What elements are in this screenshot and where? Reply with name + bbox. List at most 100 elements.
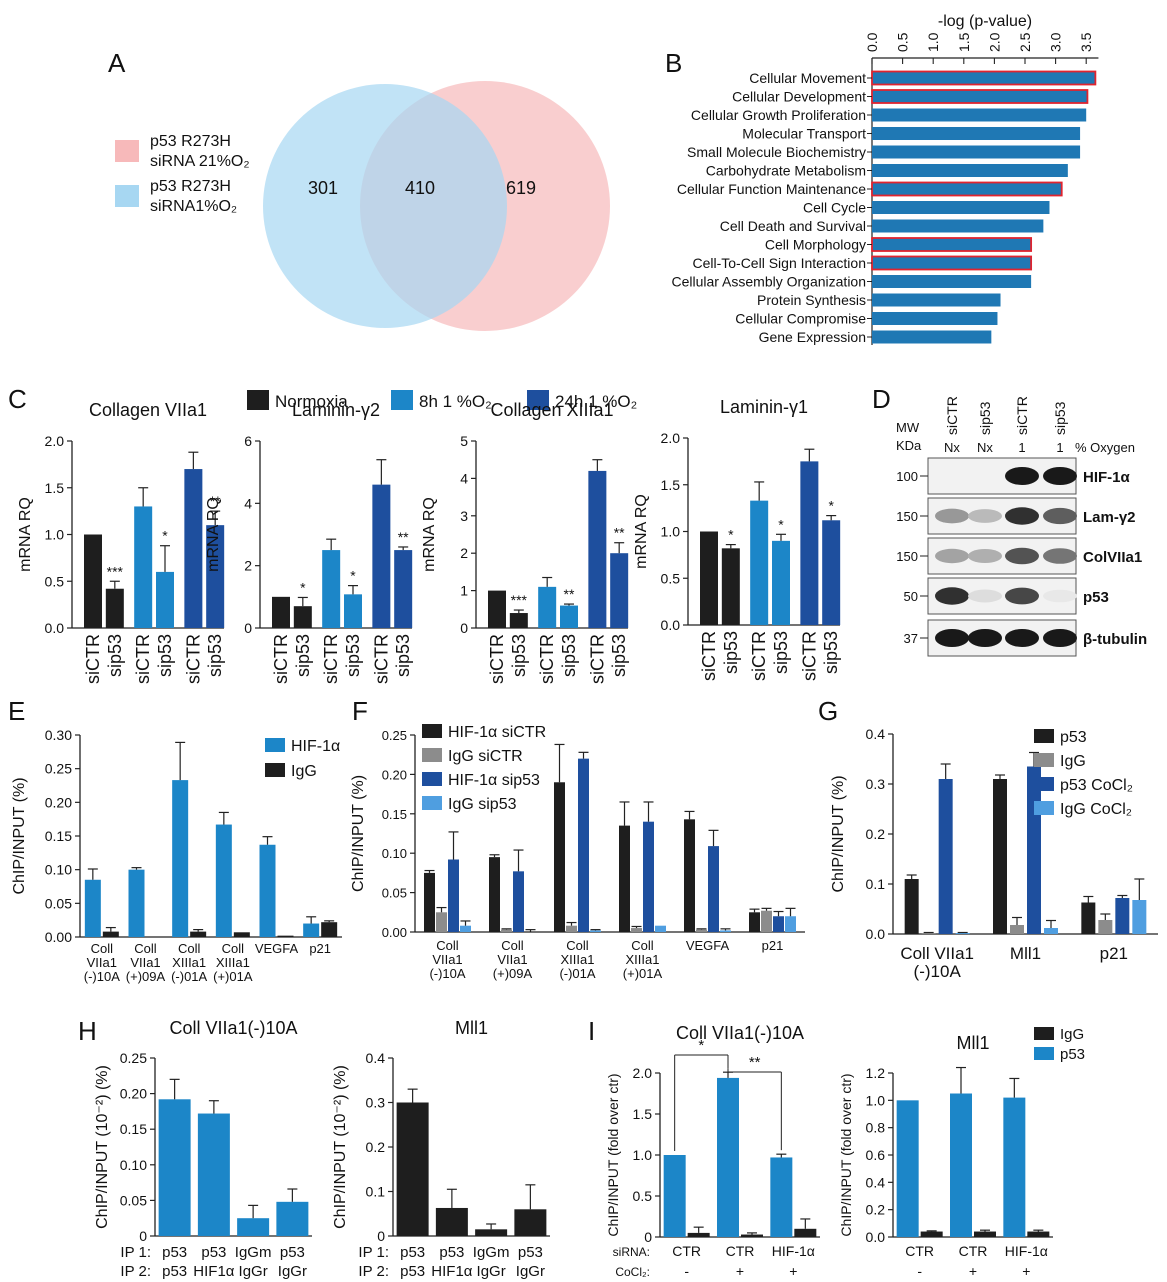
panel-I-1-sig: * <box>698 1037 704 1054</box>
panel-E-x-tick-label: (-)01A <box>171 969 207 984</box>
panel-D-band <box>1005 507 1039 525</box>
panel-C-4-y-tick-label: 1.0 <box>661 524 681 540</box>
panel-C-3-x-tick-label: sip53 <box>509 634 529 677</box>
panel-B-tick-label: 3.0 <box>1048 32 1064 52</box>
panel-C-4-x-tick-label: sip53 <box>771 631 791 674</box>
panel-I-2-y-axis-label: ChIP/INPUT (fold over ctr) <box>838 1073 854 1236</box>
panel-C-3-x-tick-label: siCTR <box>587 634 607 684</box>
panel-letter-A: A <box>108 48 126 78</box>
panel-H-2-bar <box>435 1207 468 1236</box>
panel-F-x-tick-label: VIIa1 <box>432 952 462 967</box>
panel-C-3-bar <box>560 605 578 628</box>
panel-H-2-y-tick-label: 0.4 <box>366 1050 386 1066</box>
panel-G-legend-swatch <box>1034 729 1054 743</box>
panel-letter-C: C <box>8 384 27 414</box>
panel-C-4-y-tick-label: 2.0 <box>661 430 681 446</box>
panel-D-band <box>968 629 1002 647</box>
panel-B-bar <box>871 70 1097 86</box>
panel-C-4-x-tick-label: siCTR <box>799 631 819 681</box>
panel-B-category-label: Cellular Growth Proliferation <box>691 107 866 123</box>
panel-C-3-bar <box>509 613 528 628</box>
panel-I-charts: 0 0.5 1.0 1.5 2.0 ChIP/INPUT (fold over ctr) C… <box>605 1023 1085 1279</box>
panel-I-1-y-tick-label: 0 <box>644 1229 652 1245</box>
panel-C-1-x-tick-label: sip53 <box>205 634 225 677</box>
panel-E-legend-swatch <box>265 738 285 752</box>
panel-G-legend-swatch <box>1034 801 1054 815</box>
panel-C-4-bar <box>721 548 740 625</box>
panel-B-bar <box>872 145 1081 159</box>
panel-B-title: -log (p-value) <box>938 13 1032 30</box>
panel-I-2-x-tick-label: + <box>969 1263 977 1279</box>
panel-C-legend-label: Normoxia <box>275 392 348 411</box>
panel-I-2-y-tick-label: 0.4 <box>866 1174 886 1190</box>
panel-D-band <box>1005 629 1039 647</box>
panel-D-protein-label: β-tubulin <box>1083 631 1147 648</box>
panel-C-4-sig: * <box>778 516 784 532</box>
panel-I-2-y-tick-label: 1.0 <box>866 1092 886 1108</box>
panel-E-legend-label: HIF-1α <box>291 738 340 755</box>
panel-F-x-tick-label: XIIIa1 <box>561 952 595 967</box>
panel-F-x-tick-label: VIIa1 <box>497 952 527 967</box>
panel-E-x-tick-label: VIIa1 <box>87 955 117 970</box>
panel-C-2-y-tick-label: 2 <box>244 558 252 574</box>
panel-D-mw-value: 150 <box>896 549 918 564</box>
panel-C-3-y-tick-label: 0 <box>460 620 468 636</box>
panel-C-1-x-tick-label: sip53 <box>105 634 125 677</box>
panel-D-band <box>1043 589 1077 603</box>
panel-F-bar <box>761 910 772 932</box>
panel-I-2-legend-label: p53 <box>1060 1046 1085 1063</box>
panel-B-category-label: Small Molecule Biochemistry <box>687 144 866 160</box>
panel-I-1-x-tick-label: + <box>789 1263 797 1279</box>
panel-B-bar <box>872 275 1032 288</box>
panel-H-1-y-tick-label: 0.10 <box>120 1157 147 1173</box>
panel-H-2-y-tick-label: 0.1 <box>366 1184 386 1200</box>
panel-letters: A B C D E F G H I <box>8 48 891 1046</box>
panel-C-1-x-tick-label: sip53 <box>155 634 175 677</box>
venn-count-left: 301 <box>308 178 338 198</box>
panel-F-x-tick-label: Coll <box>631 938 654 953</box>
panel-C-legend-label: 8h 1 %O₂ <box>419 392 492 411</box>
panel-E-bar <box>128 869 145 937</box>
panel-F-bar <box>578 758 589 932</box>
panel-D-band <box>935 508 969 524</box>
panel-F-y-tick-label: 0.15 <box>382 807 407 822</box>
panel-I-2-legend-swatch <box>1034 1027 1054 1040</box>
panel-C-2-x-tick-label: siCTR <box>371 634 391 684</box>
panel-C-1-bar <box>156 571 174 628</box>
panel-H-2-y-tick-label: 0.2 <box>366 1139 386 1155</box>
panel-B-category-label: Cell Morphology <box>765 237 866 253</box>
panel-G-bar <box>1115 898 1130 934</box>
panel-D-protein-label: HIF-1α <box>1083 469 1131 486</box>
panel-G-y-tick-label: 0.4 <box>866 726 886 742</box>
panel-I-1-bar <box>663 1155 686 1237</box>
panel-I-1-x-tick-label: + <box>736 1263 744 1279</box>
panel-C-1-bar <box>134 506 153 628</box>
panel-C-1-y-tick-label: 1.5 <box>45 480 65 496</box>
panel-D-band <box>1043 507 1077 525</box>
panel-H-1-bar <box>197 1113 230 1236</box>
panel-I-1-sig: ** <box>749 1054 761 1071</box>
panel-F-bar <box>554 782 565 932</box>
panel-H-2-x-tick-label: p53 <box>400 1244 425 1261</box>
panel-F-x-tick-label: Coll <box>501 938 524 953</box>
panel-H-2-y-tick-label: 0 <box>377 1228 385 1244</box>
panel-letter-B: B <box>665 48 682 78</box>
panel-C-2-y-tick-label: 0 <box>244 620 252 636</box>
panel-B-category-label: Cellular Assembly Organization <box>671 274 866 290</box>
panel-E-bar <box>259 844 276 937</box>
panel-C-3-y-tick-label: 4 <box>460 470 468 486</box>
panel-F-bar <box>424 872 435 932</box>
panel-H-1-x-tick-label: IgGr <box>239 1263 268 1280</box>
panel-F-bar <box>655 925 666 932</box>
panel-C-3-sig: ** <box>564 586 575 602</box>
panel-G-bar <box>1010 925 1024 934</box>
panel-I-1-bar <box>770 1157 793 1237</box>
panel-F-bar <box>460 925 471 932</box>
panel-G-bar <box>1027 766 1041 934</box>
panel-C-1-bar <box>105 588 124 628</box>
panel-G-x-tick-label: p21 <box>1100 944 1128 963</box>
panel-I-2-x-tick-label: CTR <box>905 1243 934 1259</box>
panel-G-y-tick-label: 0.2 <box>866 826 886 842</box>
panel-H-2-bar <box>514 1209 547 1236</box>
